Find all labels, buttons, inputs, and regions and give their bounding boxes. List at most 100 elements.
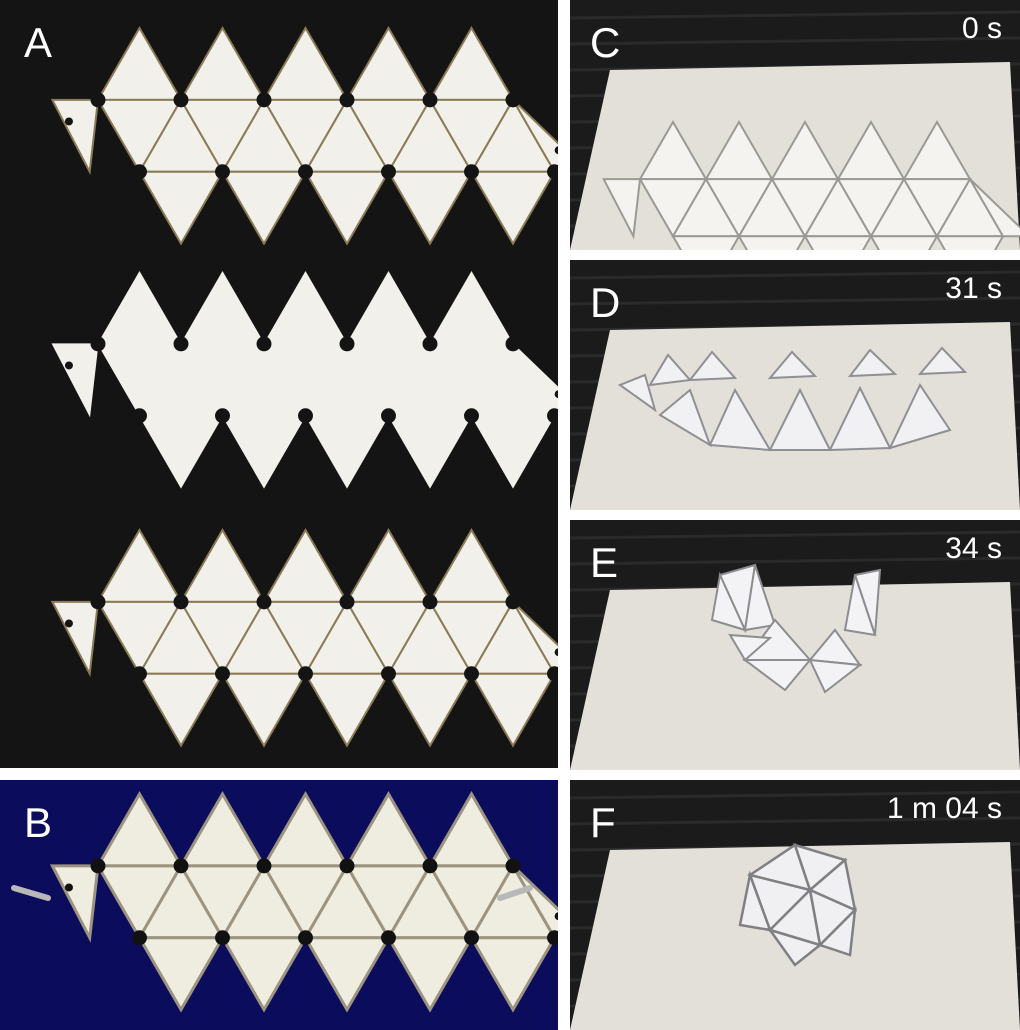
net-face [96,26,183,101]
background-stripe [570,816,1020,826]
net-face [95,791,184,868]
vertex-hole [256,858,272,874]
net-face [888,382,952,450]
net-face [803,235,873,250]
tab-hole [554,390,558,399]
net-face [303,672,391,748]
vertex-hole [505,92,521,108]
vertex-hole [256,336,272,352]
net-face [742,659,813,692]
net-face [710,571,747,632]
net-face [843,574,877,637]
net-face [671,235,741,250]
panel-label-d: D [590,279,621,326]
pin [497,885,533,901]
tab-hole [64,117,73,126]
net-face [180,271,265,345]
net-tab [602,178,642,240]
net-face [869,235,939,250]
folding-stage-bowl-image [570,530,1020,770]
net-face [470,415,556,489]
vertex-hole [173,92,189,108]
background-stripe [570,296,1020,306]
net-face [345,528,432,603]
icosahedron-face [817,906,857,957]
vertex-hole [547,666,558,682]
tab-hole [554,146,558,155]
net-face [136,936,226,1013]
panel-c: C 0 s [570,0,1020,250]
vertex-hole [298,408,313,424]
net-face [917,346,968,376]
vertex-hole [505,594,521,610]
net-tab [50,98,100,176]
panel-e: E 34 s [570,520,1020,770]
background-stripe [570,36,1020,46]
net-face [387,415,473,489]
panel-d: D 31 s [570,260,1020,510]
vertex-hole [547,408,558,424]
net-face [262,26,349,101]
net-face [648,353,692,387]
panel-label-e: E [590,539,619,586]
net-face [428,26,515,101]
net-face [385,936,475,1013]
vertex-hole [256,594,272,610]
vertex-hole [547,164,558,180]
folding-stage-closed-image [570,790,1020,1030]
vertex-hole [505,858,521,874]
vertex-hole [422,858,438,874]
icosahedron-face [766,927,823,967]
vertex-hole [90,594,106,610]
panel-label-a: A [24,19,53,66]
net-face [427,791,516,868]
net-face [468,936,558,1013]
time-stamp-d: 31 s [945,272,1002,305]
net-tab [49,864,100,943]
tab-hole [64,883,73,892]
net-face [345,26,432,101]
icosahedron-face [738,870,772,932]
net-face [658,388,712,448]
background-stripe [570,270,1020,280]
vertex-hole [298,666,313,682]
background-stripe [570,530,1020,540]
net-face [469,170,557,246]
vertex-hole [90,858,106,874]
vertex-hole [215,666,230,682]
tab-hole [554,648,558,657]
net-face [808,658,863,694]
vertex-hole [173,858,189,874]
net-face [728,633,773,662]
vertex-hole [173,336,189,352]
tab-hole [554,912,558,921]
net-face [221,415,307,489]
net-tab [51,343,99,418]
vertex-hole [381,666,396,682]
net-face [687,350,738,382]
net-face [261,791,350,868]
net-face [768,387,832,451]
vertex-hole [464,930,479,946]
folding-stage-flat-image [570,10,1020,250]
vertex-hole [339,92,355,108]
vertex-hole [381,930,396,946]
vertex-hole [90,336,106,352]
net-face [179,26,266,101]
net-face [262,528,349,603]
tab-hole [64,619,73,628]
vertex-hole [339,336,355,352]
vertex-hole [132,164,147,180]
net-face [96,528,183,603]
net-tab [511,864,558,940]
panel-f: F 1 m 04 s [570,780,1020,1030]
vertex-hole [90,92,106,108]
net-face [263,271,348,345]
vertex-hole [422,92,438,108]
net-face [429,271,514,345]
tab-hole [64,361,73,370]
vertex-hole [547,930,558,946]
panel-label-f: F [590,799,616,846]
net-face [935,235,1005,250]
panel-label-b: B [24,799,53,846]
